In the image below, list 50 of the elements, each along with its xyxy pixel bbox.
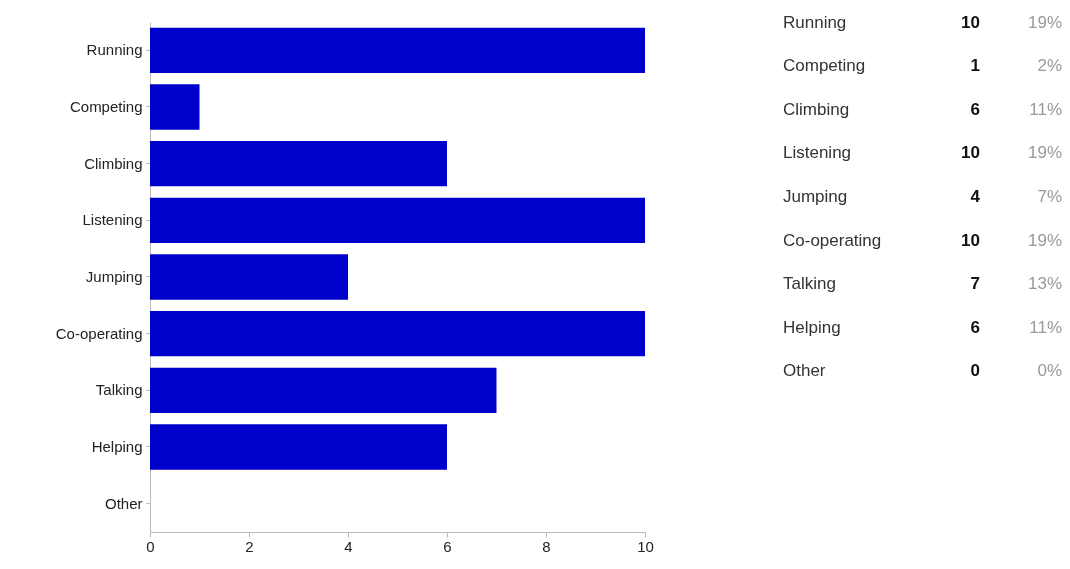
text: 19% xyxy=(1027,230,1062,250)
bar xyxy=(150,141,447,187)
text: 0% xyxy=(1037,361,1062,381)
category-label: Running xyxy=(783,12,847,32)
category-label: Talking xyxy=(783,274,836,294)
category-label: Jumping xyxy=(783,187,848,206)
bar xyxy=(150,27,645,73)
bar xyxy=(150,311,645,357)
category-label: Co-operating xyxy=(783,230,882,250)
data-label: 10 xyxy=(961,12,980,32)
text: 19% xyxy=(1027,12,1062,32)
data-label: 10 xyxy=(961,143,980,163)
y-tick-label: Other xyxy=(104,494,143,512)
bar xyxy=(150,424,447,470)
data-label: 7 xyxy=(970,274,980,294)
y-tick-label: Competing xyxy=(69,98,143,115)
y-tick-label: Talking xyxy=(95,381,143,399)
data-label: 0 xyxy=(970,361,980,381)
x-tick-label: 10 xyxy=(637,537,654,555)
x-tick-label: 2 xyxy=(245,537,254,555)
text: 2% xyxy=(1037,56,1062,76)
category-label: Climbing xyxy=(783,99,850,119)
data-label: 6 xyxy=(970,317,980,337)
category-label: Competing xyxy=(783,56,866,76)
bar xyxy=(150,197,645,243)
y-tick-label: Helping xyxy=(91,438,143,455)
x-tick-label: 4 xyxy=(344,537,353,555)
text: 11% xyxy=(1029,317,1062,337)
bar xyxy=(150,254,348,300)
y-tick-label: Jumping xyxy=(85,268,143,285)
category-label: Listening xyxy=(783,143,852,163)
data-label: 6 xyxy=(970,99,980,119)
text: 11% xyxy=(1029,99,1062,119)
data-label: 1 xyxy=(970,56,980,76)
bar xyxy=(150,367,497,413)
y-tick-label: Climbing xyxy=(84,154,143,172)
data-label: 4 xyxy=(970,187,981,206)
bar xyxy=(150,84,200,130)
x-tick-label: 8 xyxy=(542,537,551,555)
category-label: Other xyxy=(783,361,826,381)
x-tick-label: 6 xyxy=(443,537,452,555)
y-tick-label: Listening xyxy=(82,211,143,229)
data-label: 10 xyxy=(961,230,980,250)
category-label: Helping xyxy=(783,317,841,337)
text: 19% xyxy=(1027,143,1062,163)
y-tick-label: Running xyxy=(86,41,143,59)
text: 13% xyxy=(1027,274,1062,294)
x-tick-label: 0 xyxy=(146,537,155,555)
y-tick-label: Co-operating xyxy=(55,324,143,342)
text: 7% xyxy=(1037,187,1062,206)
